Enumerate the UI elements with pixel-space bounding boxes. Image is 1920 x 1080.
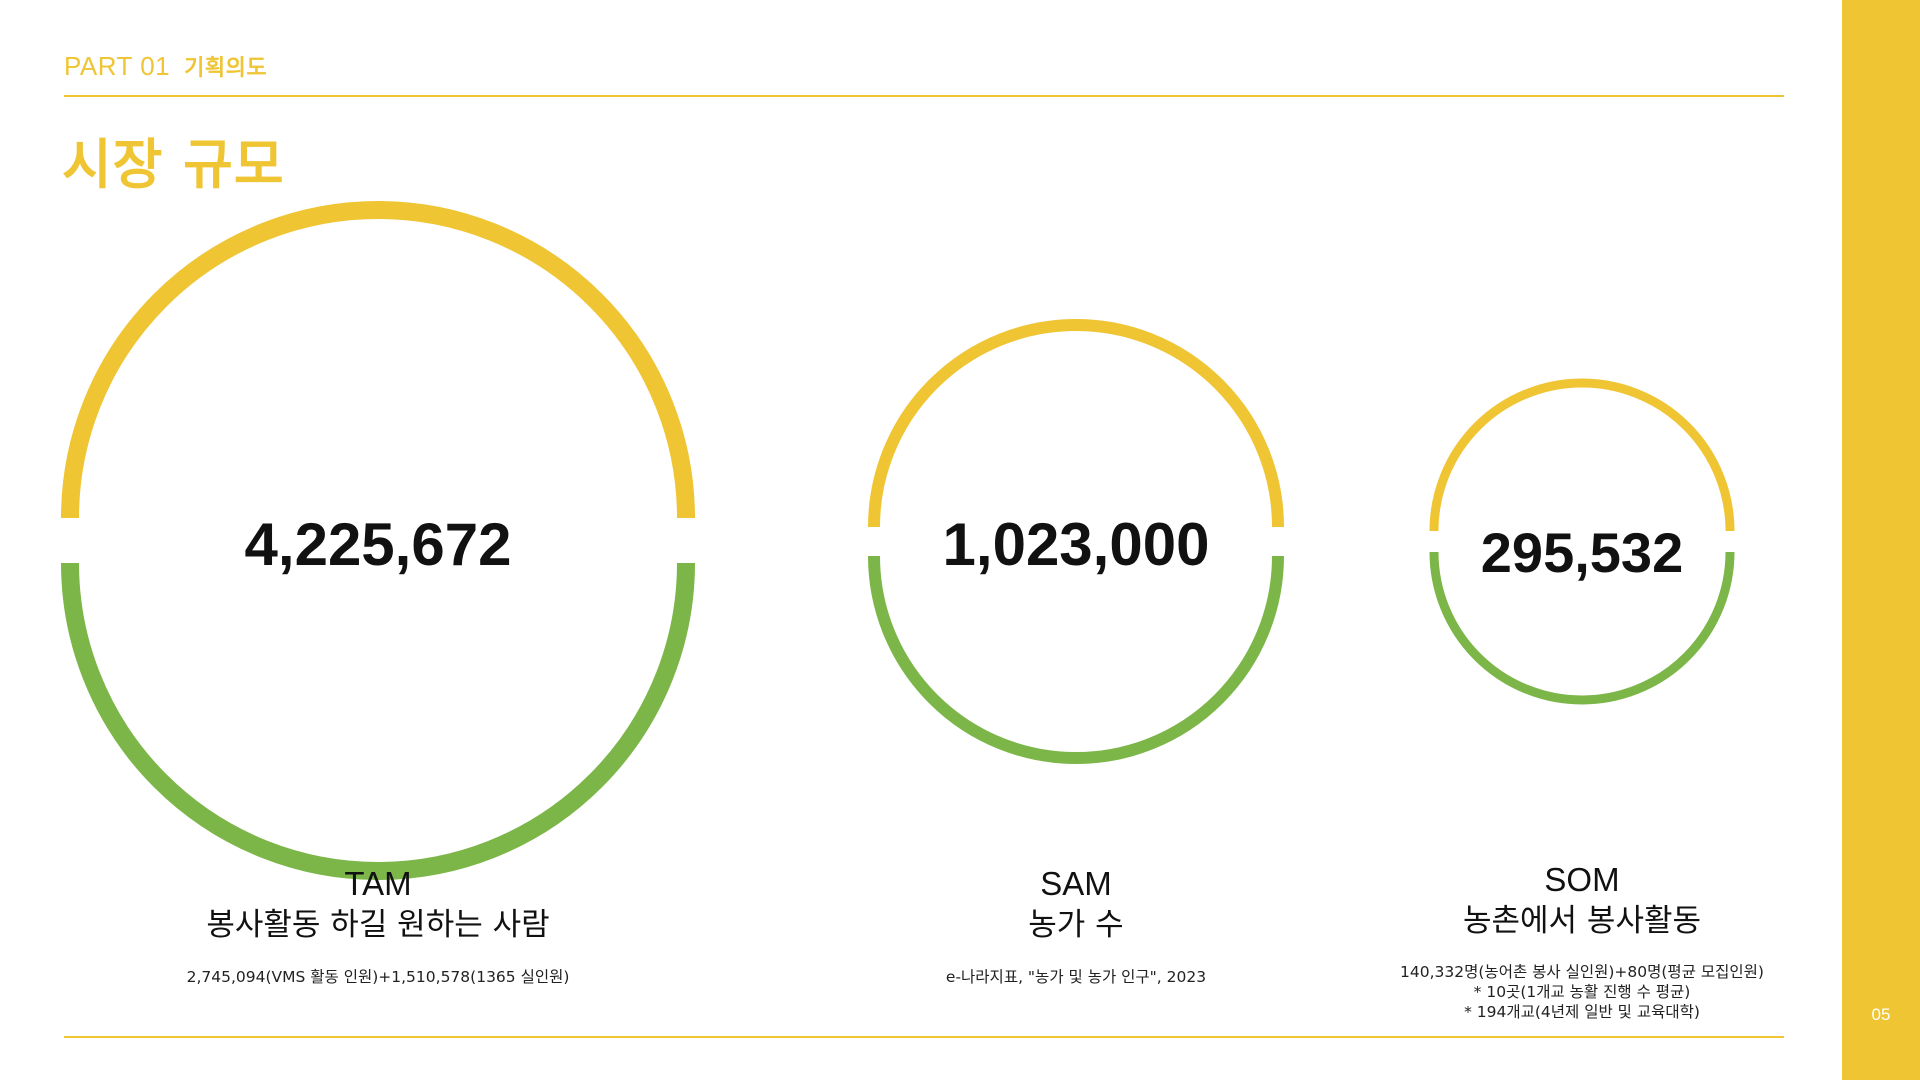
header-divider: [64, 95, 1784, 97]
footer-divider: [64, 1036, 1784, 1038]
part-number: PART 01: [64, 51, 171, 81]
sam-ring-top-arc: [868, 319, 1284, 528]
som-note: 140,332명(농어촌 봉사 실인원)+80명(평균 모집인원) * 10곳(…: [1332, 962, 1832, 1022]
tam-description: 봉사활동 하길 원하는 사람: [206, 907, 550, 943]
sam-description: 농가 수: [1028, 907, 1124, 943]
page-title: 시장 규모: [62, 133, 285, 196]
sam-abbr: SAM: [1040, 865, 1112, 902]
sam-note: e-나라지표, "농가 및 농가 인구", 2023: [826, 967, 1326, 987]
som-label: SOM 농촌에서 봉사활동: [1332, 860, 1832, 942]
section-label: PART 01 기획의도: [64, 50, 267, 82]
sam-value: 1,023,000: [942, 511, 1210, 578]
tam-abbr: TAM: [344, 865, 412, 902]
sam-note-line: e-나라지표, "농가 및 농가 인구", 2023: [945, 968, 1207, 986]
tam-value: 4,225,672: [244, 511, 512, 578]
tam-note-line: 2,745,094(VMS 활동 인원)+1,510,578(1365 실인원): [186, 968, 570, 986]
sam-label: SAM 농가 수: [826, 864, 1326, 946]
tam-ring-bottom-arc: [61, 562, 695, 880]
market-rings: [61, 201, 1735, 880]
som-note-line-1: 140,332명(농어촌 봉사 실인원)+80명(평균 모집인원): [1400, 963, 1764, 981]
side-accent-bar: [1842, 0, 1920, 1080]
tam-label: TAM 봉사활동 하길 원하는 사람: [128, 864, 628, 946]
som-description: 농촌에서 봉사활동: [1462, 903, 1701, 939]
page-number: 05: [1871, 1005, 1891, 1024]
som-note-line-3: * 194개교(4년제 일반 및 교육대학): [1464, 1003, 1700, 1021]
som-ring-bottom-arc: [1429, 551, 1735, 705]
som-abbr: SOM: [1544, 861, 1620, 898]
tam-ring-top-arc: [61, 201, 695, 519]
som-ring-top-arc: [1429, 378, 1735, 532]
tam-note: 2,745,094(VMS 활동 인원)+1,510,578(1365 실인원): [128, 967, 628, 987]
som-value: 295,532: [1480, 521, 1684, 584]
sam-ring-bottom-arc: [868, 555, 1284, 764]
part-subtitle: 기획의도: [184, 56, 268, 81]
som-note-line-2: * 10곳(1개교 농활 진행 수 평균): [1473, 983, 1691, 1001]
